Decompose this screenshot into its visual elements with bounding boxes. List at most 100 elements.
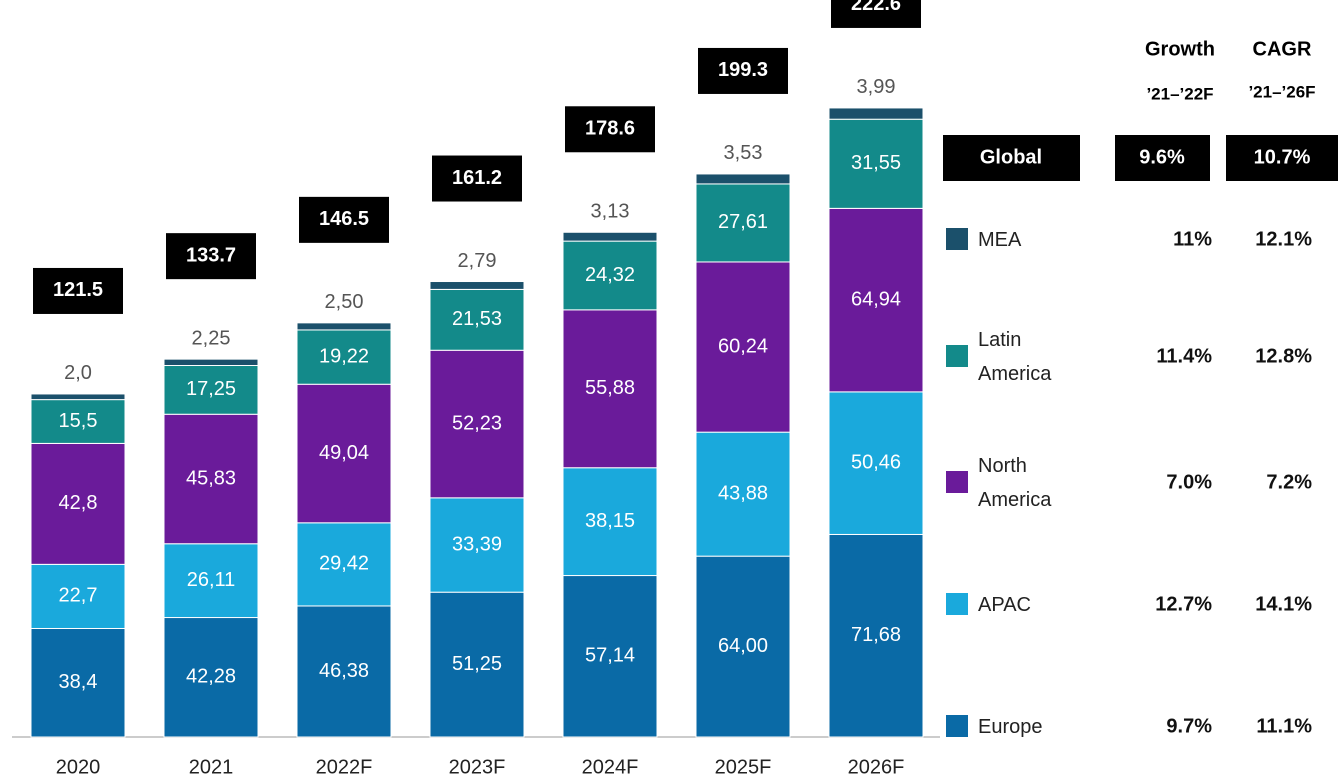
bar-segment [296, 605, 392, 738]
bar-segment [695, 431, 791, 557]
segment-label: 2,0 [64, 362, 92, 384]
bar-segment [429, 288, 525, 351]
total-box [432, 155, 522, 202]
segment-label: 51,25 [452, 653, 502, 675]
bar-segment [296, 329, 392, 385]
segment-label: 2,50 [325, 291, 364, 313]
total-box [831, 0, 921, 28]
legend-entry: MEA [978, 229, 1022, 251]
bar-segment [429, 497, 525, 593]
legend-label: MEA [978, 229, 1022, 251]
segment-label: 57,14 [585, 645, 635, 667]
legend-entry: APAC [978, 594, 1031, 616]
bar-segment [828, 118, 924, 209]
segment-label: 42,28 [186, 666, 236, 688]
bar-segment [163, 617, 259, 738]
segment-label: 21,53 [452, 308, 502, 330]
segment-label: 19,22 [319, 345, 369, 367]
segment-label: 26,11 [187, 569, 236, 591]
bar-segment [296, 383, 392, 524]
cagr-value: 12.1% [1255, 228, 1312, 250]
legend-entry: Europe [978, 716, 1043, 738]
total-label: 133.7 [186, 244, 236, 266]
bar-segment [30, 393, 126, 401]
x-tick-label: 2025F [715, 756, 772, 778]
growth-header: Growth [1145, 38, 1215, 60]
x-tick-label: 2024F [582, 756, 639, 778]
total-box [698, 47, 788, 94]
bar-segment [296, 322, 392, 331]
growth-value: 11.4% [1156, 345, 1212, 367]
segment-label: 29,42 [319, 553, 369, 575]
global-label: Global [980, 146, 1042, 168]
bar-segment [562, 231, 658, 242]
legend-swatch [946, 345, 968, 367]
cagr-header: CAGR [1253, 38, 1312, 60]
segment-label: 27,61 [718, 211, 768, 233]
bar-segment [562, 309, 658, 469]
segment-label: 24,32 [585, 264, 635, 286]
bar-segment [828, 533, 924, 738]
segment-label: 2,79 [458, 250, 497, 272]
legend-swatch [946, 228, 968, 250]
segment-label: 52,23 [452, 412, 502, 434]
bar-segment [429, 591, 525, 738]
segment-label: 71,68 [851, 624, 901, 646]
total-label: 146.5 [319, 208, 369, 230]
segment-label: 64,00 [718, 635, 768, 657]
segment-label: 2,25 [192, 327, 231, 349]
x-tick-label: 2023F [449, 756, 506, 778]
growth-value: 9.7% [1166, 715, 1212, 737]
bar-segment [163, 358, 259, 367]
legend-label: APAC [978, 594, 1031, 616]
x-tick-label: 2026F [848, 756, 905, 778]
segment-label: 50,46 [851, 451, 901, 473]
global-growth: 9.6% [1139, 146, 1185, 168]
global-box [943, 135, 1080, 181]
bar-segment [695, 183, 791, 263]
bar-segment [562, 467, 658, 577]
total-box [166, 233, 256, 280]
growth-value: 7.0% [1166, 471, 1212, 493]
cagr-value: 14.1% [1255, 593, 1312, 615]
segment-label: 55,88 [585, 377, 635, 399]
bar-segment [828, 391, 924, 535]
global-cagr-box [1226, 135, 1338, 181]
total-label: 222.6 [851, 0, 901, 15]
legend-swatch [946, 471, 968, 493]
segment-label: 38,4 [59, 671, 98, 693]
bar-segment [30, 442, 126, 565]
segment-label: 17,25 [186, 378, 236, 400]
cagr-value: 7.2% [1266, 471, 1312, 493]
growth-value: 11% [1173, 228, 1212, 250]
segment-label: 46,38 [319, 660, 369, 682]
bar-segment [429, 281, 525, 290]
bar-segment [695, 555, 791, 738]
total-box [299, 196, 389, 243]
global-growth-box [1115, 135, 1210, 181]
segment-label: 43,88 [718, 482, 768, 504]
legend-swatch [946, 715, 968, 737]
bar-segment [828, 207, 924, 393]
growth-period: ’21–’22F [1146, 84, 1213, 103]
legend-label: Europe [978, 716, 1043, 738]
legend-entry: North America [978, 455, 1051, 511]
total-label: 161.2 [452, 167, 502, 189]
segment-label: 64,94 [851, 288, 901, 310]
segment-label: 31,55 [851, 152, 901, 174]
bar-segment [163, 543, 259, 619]
segment-label: 3,99 [857, 76, 896, 98]
segment-label: 15,5 [59, 410, 98, 432]
cagr-period: ’21–’26F [1248, 82, 1315, 101]
bar-segment [562, 575, 658, 738]
bar-segment [30, 563, 126, 629]
total-box [33, 267, 123, 314]
segment-label: 42,8 [59, 492, 98, 514]
legend-label: Latin America [978, 329, 1052, 385]
bar-segment [562, 240, 658, 311]
segment-label: 38,15 [585, 510, 635, 532]
global-cagr: 10.7% [1254, 146, 1311, 168]
growth-value: 12.7% [1155, 593, 1212, 615]
bar-segment [163, 365, 259, 415]
